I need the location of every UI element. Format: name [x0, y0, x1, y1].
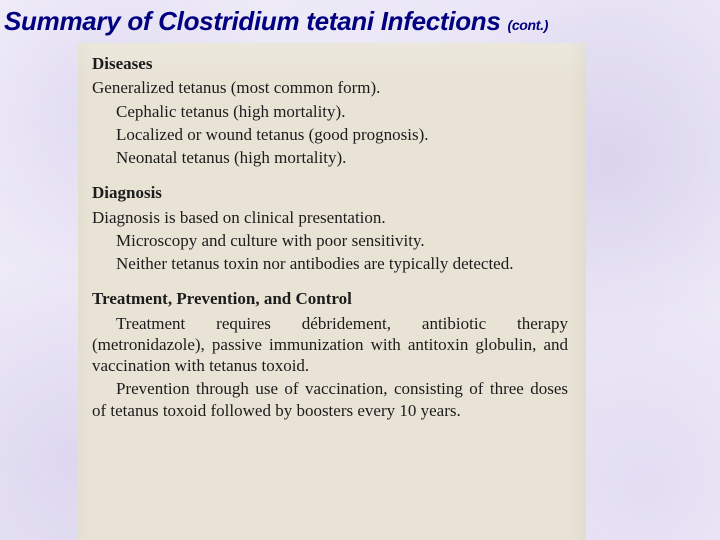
scanned-text-block: Diseases Generalized tetanus (most commo…	[78, 43, 586, 540]
diagnosis-item: Microscopy and culture with poor sensiti…	[92, 230, 568, 251]
diseases-item: Localized or wound tetanus (good prognos…	[92, 124, 568, 145]
section-heading-diagnosis: Diagnosis	[92, 182, 568, 203]
diagnosis-item: Neither tetanus toxin nor antibodies are…	[92, 253, 568, 274]
title-main: Summary of Clostridium tetani Infections	[4, 6, 501, 36]
slide-title: Summary of Clostridium tetani Infections…	[0, 0, 720, 39]
treatment-paragraph: Prevention through use of vaccination, c…	[92, 378, 568, 421]
diseases-item: Neonatal tetanus (high mortality).	[92, 147, 568, 168]
title-cont: (cont.)	[507, 17, 548, 33]
treatment-paragraph: Treatment requires débridement, antibiot…	[92, 313, 568, 377]
diseases-item: Cephalic tetanus (high mortality).	[92, 101, 568, 122]
section-heading-diseases: Diseases	[92, 53, 568, 74]
diseases-lead: Generalized tetanus (most common form).	[92, 77, 568, 98]
diagnosis-lead: Diagnosis is based on clinical presentat…	[92, 207, 568, 228]
section-heading-treatment: Treatment, Prevention, and Control	[92, 288, 568, 309]
